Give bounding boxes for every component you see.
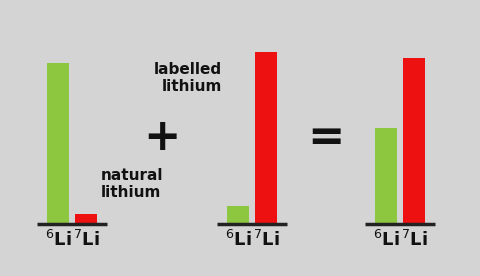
Text: natural
lithium: natural lithium bbox=[101, 168, 164, 200]
Text: $^6$Li: $^6$Li bbox=[225, 230, 252, 250]
Text: +: + bbox=[144, 116, 180, 160]
Bar bbox=[403, 57, 425, 224]
Bar bbox=[375, 128, 397, 224]
Text: $^6$Li: $^6$Li bbox=[372, 230, 399, 250]
Text: =: = bbox=[307, 116, 345, 160]
Text: $^7$Li: $^7$Li bbox=[252, 230, 279, 250]
Bar bbox=[255, 52, 277, 224]
Text: $^7$Li: $^7$Li bbox=[401, 230, 427, 250]
Text: $^6$Li: $^6$Li bbox=[45, 230, 72, 250]
Text: $^7$Li: $^7$Li bbox=[72, 230, 99, 250]
Bar bbox=[227, 206, 249, 224]
Text: labelled
lithium: labelled lithium bbox=[154, 62, 222, 94]
Bar bbox=[47, 63, 69, 224]
Bar bbox=[75, 214, 97, 224]
